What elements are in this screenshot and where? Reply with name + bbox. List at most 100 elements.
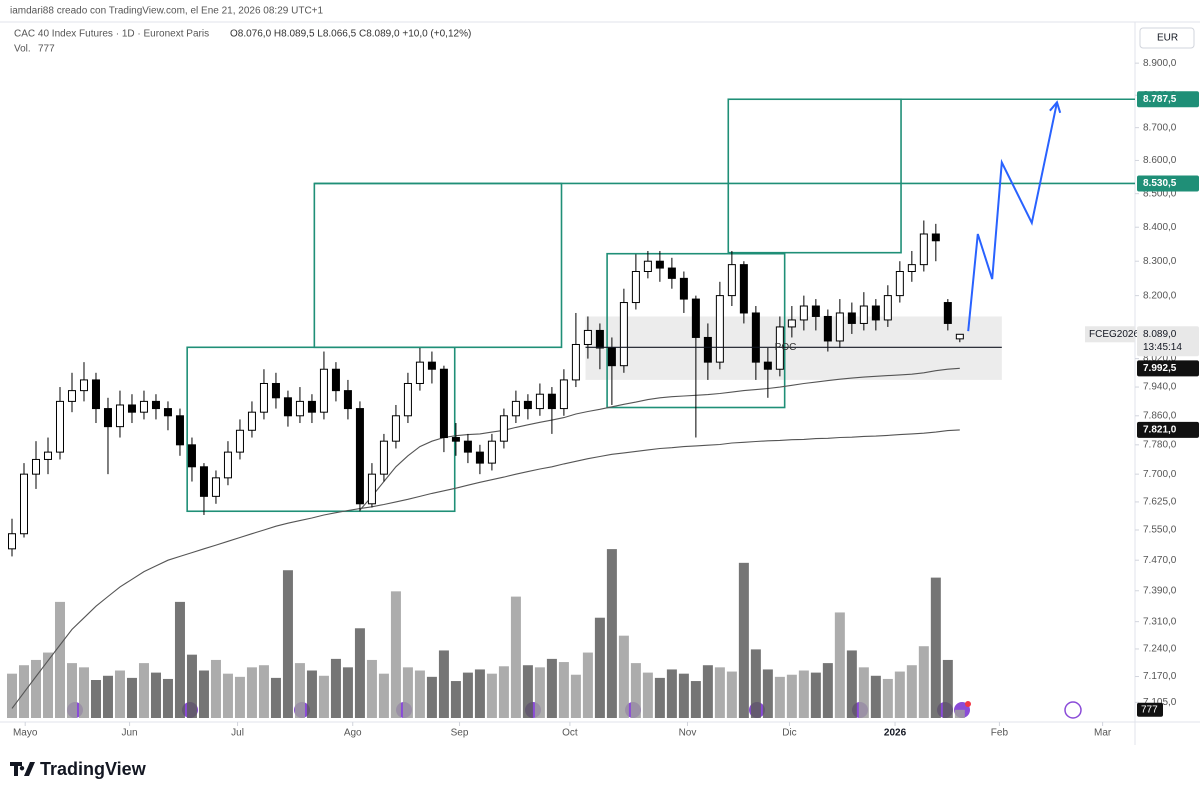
candle-body [607,347,616,367]
candle-body [883,295,892,321]
event-badge [965,701,971,707]
volume-bar [390,591,401,718]
candle-body [463,440,472,453]
volume-bar [690,681,701,718]
candle-body [283,397,292,417]
volume-bar [810,672,821,718]
candle-body [151,400,160,410]
moving-average [359,367,960,511]
volume-bar [894,671,905,718]
y-tick-label: 7.390,0 [1143,585,1177,596]
volume-bar [942,659,953,718]
volume-bar [414,670,425,718]
candle-body [355,408,364,505]
currency[interactable]: EUR [1157,33,1178,44]
volume-bar [570,674,581,718]
volume-bar [870,675,881,718]
volume-bar [798,670,809,718]
x-tick-label: Jul [231,728,244,739]
volume-bar [726,671,737,718]
volume-bar [906,665,917,718]
candle-body [79,379,88,392]
moving-average [11,429,960,709]
price-label: 7.821,0 [1143,425,1177,436]
volume-bar [186,654,197,718]
volume-bar [450,681,461,718]
candle-body [163,408,172,417]
candle-body [175,415,184,446]
candle-body [331,368,340,392]
candle-body [199,466,208,497]
brand: TradingView [40,759,147,779]
y-tick-label: 7.860,0 [1143,410,1177,421]
candle-body [547,393,556,410]
volume-bar [42,652,53,718]
event-icon[interactable] [1064,701,1082,719]
y-tick-label: 8.400,0 [1143,222,1177,233]
candle-body [943,302,952,324]
candle-body [487,440,496,464]
y-tick-label: 8.020,0 [1143,353,1177,364]
candle-body [859,305,868,324]
candle-body [187,444,196,468]
candle-body [499,415,508,442]
candle-body [247,411,256,431]
y-tick-label: 8.700,0 [1143,122,1177,133]
volume-bar [834,612,845,718]
candle-body [715,295,724,363]
volume-bar [666,669,677,718]
volume-bar [90,680,101,718]
candle-body [307,400,316,413]
ohlc: O8.076,0 H8.089,5 L8.066,5 C8.089,0 +10,… [230,29,471,40]
candle-body [343,390,352,410]
volume-bar [738,562,749,718]
candle-body [955,333,964,340]
volume-bar [786,674,797,718]
x-tick-label: Feb [991,728,1009,739]
x-tick-label: 2026 [884,728,907,739]
price-label-box [1137,421,1199,438]
x-tick-label: Oct [562,728,578,739]
y-tick-label: 7.700,0 [1143,469,1177,480]
symbol-label: FCEG2026 [1089,329,1139,340]
volume-bar [438,650,449,718]
y-tick-label: 7.780,0 [1143,439,1177,450]
candle-body [703,336,712,363]
volume-bar [642,672,653,718]
volume-bar [606,549,617,718]
candle-body [295,400,304,417]
currency-box[interactable] [1139,27,1195,49]
y-tick-label: 7.240,0 [1143,644,1177,655]
candle-body [31,458,40,475]
candle-body [667,267,676,279]
volume-bar [138,663,149,718]
ma-layer [11,367,960,709]
candle-body [19,473,28,535]
candle-body [259,382,268,413]
y-tick-label: 7.940,0 [1143,382,1177,393]
x-tick-label: Nov [679,728,697,739]
candle-body [919,233,928,266]
candle-body [319,368,328,413]
candle-body [895,270,904,297]
volume-bar [294,663,305,718]
candle-body [67,390,76,402]
last-price-box [1137,326,1199,357]
volume-bar [510,596,521,718]
candle-body [907,264,916,272]
volume-label: 777 [1141,704,1158,715]
candle-body [739,264,748,314]
volume-bar [582,652,593,718]
candle-body [139,400,148,413]
candle-body [799,305,808,321]
candle-body [403,382,412,417]
candle-body [823,315,832,342]
volume-bar [78,667,89,718]
volume-bar [630,663,641,718]
volume-bar [234,676,245,718]
candle-body [679,277,688,300]
volume-bar [954,709,965,718]
price-label-box [1137,175,1199,192]
volume-bar [258,665,269,718]
